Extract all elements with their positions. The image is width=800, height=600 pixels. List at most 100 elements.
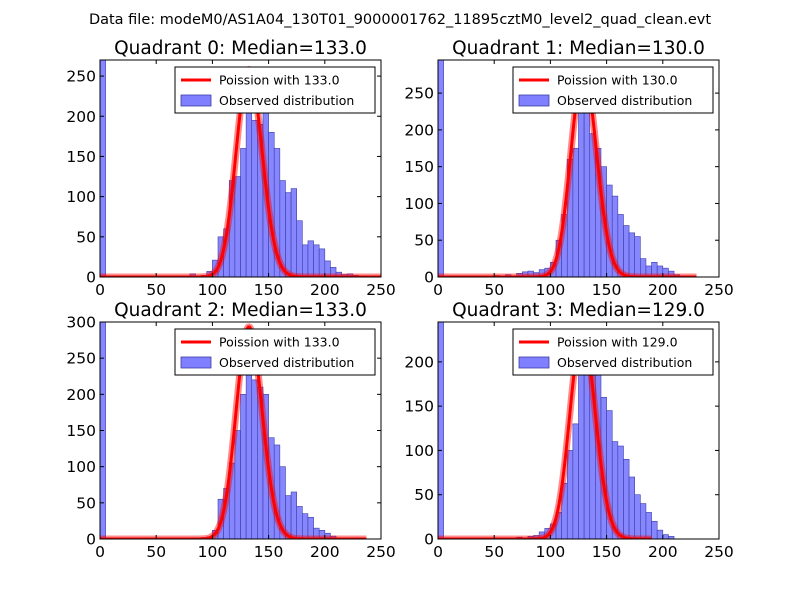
x-tick-label: 250 <box>704 281 734 299</box>
y-tick-label: 200 <box>66 386 96 404</box>
y-tick-label: 200 <box>404 353 434 371</box>
histogram-bar <box>572 423 579 539</box>
y-tick-label: 0 <box>424 531 434 549</box>
y-tick-label: 100 <box>66 188 96 206</box>
x-tick-label: 100 <box>198 543 228 561</box>
x-tick-label: 50 <box>484 543 504 561</box>
histogram-bar <box>623 458 630 539</box>
histogram-bar <box>302 244 309 277</box>
quadrant-0-panel: 0 50 100 150 200 250 0 50 100 150 200 250 Quadrant 0… <box>66 38 395 299</box>
x-tick-label: 200 <box>310 543 340 561</box>
y-tick-label: 50 <box>76 228 96 246</box>
x-tick-label: 150 <box>254 281 284 299</box>
histogram-bar <box>623 225 630 277</box>
quadrant-3-ticks: 0 50 100 150 200 250 0 50 100 150 200 <box>404 322 734 561</box>
histogram-bar <box>296 506 303 539</box>
poisson-curve <box>438 69 698 277</box>
histogram-bar <box>628 476 636 539</box>
histogram-bar <box>578 361 585 539</box>
y-tick-label: 50 <box>414 232 434 250</box>
quadrant-0-legend: Poission with 133.0 Observed distribution <box>174 66 376 114</box>
legend-line-label: Poission with 129.0 <box>557 335 678 350</box>
quadrant-2-ticks: 0 50 100 150 200 250 0 50 100 150 200 250 300 <box>66 314 395 562</box>
histogram-bar-zero <box>100 60 106 277</box>
y-tick-label: 150 <box>404 158 434 176</box>
quadrant-3-plot-content <box>438 322 675 539</box>
quadrant-3-panel: 0 50 100 150 200 250 0 50 100 150 200 Quadrant 3: M… <box>404 300 733 561</box>
histogram-bar <box>634 236 641 277</box>
quadrant-1-panel: 0 50 100 150 200 250 0 50 100 150 200 250 Quadrant 1… <box>404 38 733 299</box>
histogram-bar <box>651 520 658 539</box>
x-tick-label: 200 <box>310 281 340 299</box>
x-tick-label: 200 <box>648 281 678 299</box>
y-tick-label: 150 <box>66 148 96 166</box>
quadrant-1-axes-frame <box>437 59 720 278</box>
y-tick-label: 50 <box>76 494 96 512</box>
histogram-bar <box>617 445 624 539</box>
histogram-bar <box>290 188 297 277</box>
y-tick-label: 150 <box>404 398 434 416</box>
histogram-bar <box>240 394 247 539</box>
legend-bar-swatch <box>518 94 550 107</box>
x-tick-label: 150 <box>254 543 284 561</box>
y-tick-label: 250 <box>66 350 96 368</box>
histogram-bar <box>628 232 636 277</box>
legend-line-label: Poission with 133.0 <box>219 73 340 88</box>
subplots-grid: 0 50 100 150 200 250 0 50 100 150 200 250 Quadrant 0… <box>66 38 733 561</box>
y-tick-label: 0 <box>424 269 434 287</box>
quadrant-1-title: Quadrant 1: Median=130.0 <box>452 38 705 59</box>
quadrant-0-ticks: 0 50 100 150 200 250 0 50 100 150 200 250 <box>66 60 396 299</box>
histogram-bar <box>656 529 664 539</box>
histogram-bar-zero <box>438 322 444 539</box>
quadrant-3-title: Quadrant 3: Median=129.0 <box>452 300 705 321</box>
histogram-bar <box>251 379 258 539</box>
quadrant-3-histogram <box>438 322 675 539</box>
histogram-bar <box>290 491 297 539</box>
x-tick-label: 250 <box>366 543 396 561</box>
quadrant-3-legend: Poission with 129.0 Observed distribution <box>512 328 714 376</box>
histogram-bar <box>313 244 320 277</box>
legend-line-label: Poission with 133.0 <box>219 335 340 350</box>
x-tick-label: 0 <box>433 281 443 299</box>
histogram-bar <box>668 536 675 539</box>
legend-bar-swatch <box>180 356 212 369</box>
x-tick-label: 250 <box>366 281 396 299</box>
y-tick-label: 300 <box>66 314 96 332</box>
x-tick-label: 50 <box>146 281 166 299</box>
y-tick-label: 200 <box>404 121 434 139</box>
histogram-bar <box>572 147 579 277</box>
quadrant-0-axes-frame <box>99 59 382 278</box>
histogram-bar <box>583 85 591 277</box>
histogram-bar <box>578 100 585 277</box>
x-tick-label: 250 <box>704 543 734 561</box>
poisson-curve <box>438 330 653 539</box>
y-tick-label: 200 <box>66 108 96 126</box>
y-tick-label: 50 <box>414 486 434 504</box>
x-tick-label: 0 <box>95 543 105 561</box>
histogram-bar <box>645 512 652 539</box>
y-tick-label: 250 <box>66 68 96 86</box>
legend-bar-label: Observed distribution <box>219 355 354 370</box>
histogram-bar <box>662 534 669 539</box>
quadrant-3-axes-frame <box>437 321 720 540</box>
x-tick-label: 0 <box>433 543 443 561</box>
x-tick-label: 150 <box>592 543 622 561</box>
x-tick-label: 150 <box>592 281 622 299</box>
poisson-curve <box>100 325 368 539</box>
y-tick-label: 100 <box>404 442 434 460</box>
x-tick-label: 100 <box>536 281 566 299</box>
x-tick-label: 100 <box>198 281 228 299</box>
y-tick-label: 100 <box>66 458 96 476</box>
quadrant-1-legend: Poission with 130.0 Observed distribution <box>512 66 714 114</box>
histogram-bar <box>245 99 253 277</box>
quadrant-0-title: Quadrant 0: Median=133.0 <box>114 38 367 59</box>
histogram-bar <box>634 494 641 539</box>
y-tick-label: 150 <box>66 422 96 440</box>
legend-bar-swatch <box>518 356 550 369</box>
legend-line-label: Poission with 130.0 <box>557 73 678 88</box>
histogram-bar <box>285 192 292 277</box>
quadrant-1-plot-content <box>438 60 700 277</box>
histogram-bar <box>302 513 309 539</box>
histogram-bar <box>640 503 647 539</box>
